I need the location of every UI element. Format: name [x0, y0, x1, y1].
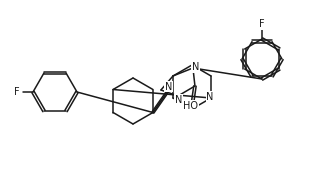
Text: N: N — [175, 95, 182, 105]
Text: N: N — [206, 92, 214, 102]
Text: HO: HO — [183, 101, 198, 111]
Text: O: O — [187, 101, 195, 111]
Text: N: N — [165, 82, 172, 91]
Text: N: N — [192, 62, 200, 72]
Text: F: F — [259, 19, 265, 29]
Text: F: F — [14, 87, 20, 97]
